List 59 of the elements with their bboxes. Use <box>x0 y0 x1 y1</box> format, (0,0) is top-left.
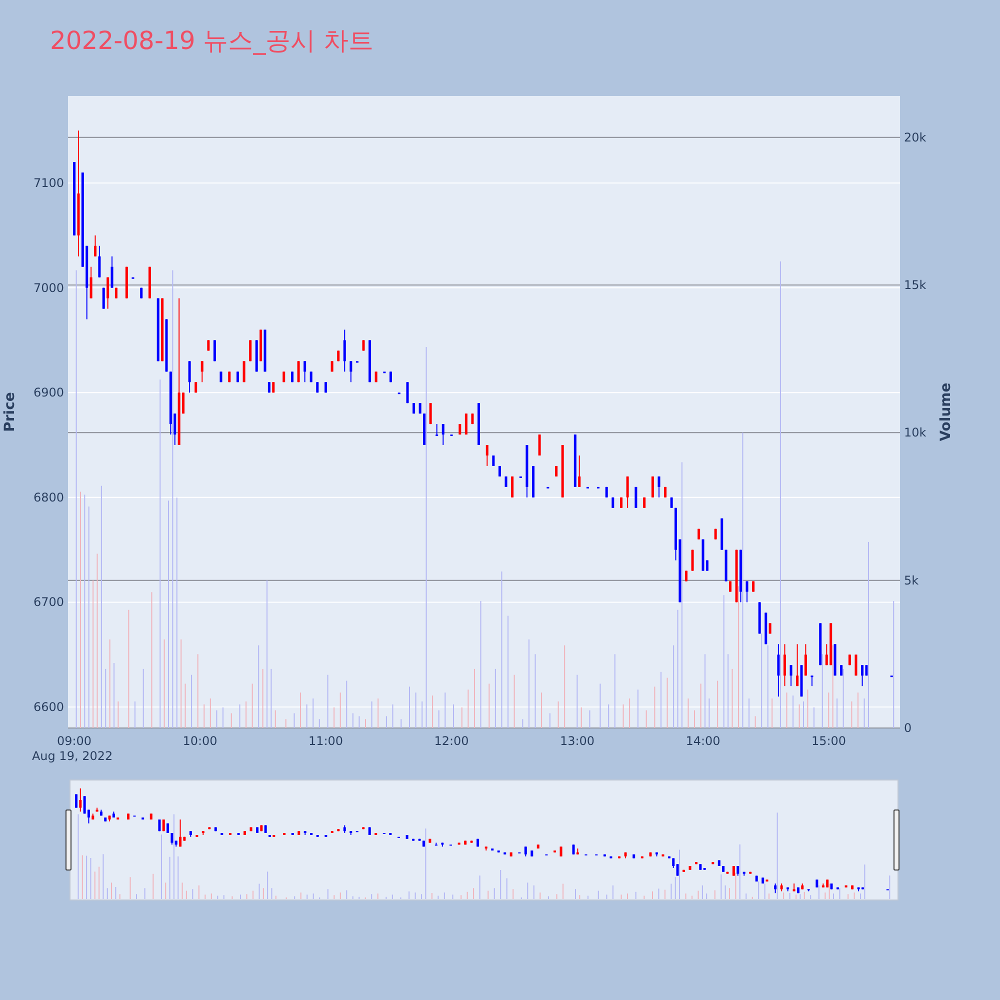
candlestick <box>90 266 92 299</box>
candlestick <box>350 360 352 383</box>
candlestick <box>249 340 252 362</box>
candlestick <box>486 444 488 466</box>
y-tick-label: 6800 <box>33 490 64 504</box>
candlestick <box>110 256 114 288</box>
candlestick <box>106 276 110 310</box>
candlestick <box>810 675 814 687</box>
candlestick <box>200 360 204 383</box>
y2-axis-title: Volume <box>938 382 954 442</box>
candlestick <box>783 644 786 687</box>
x-tick-label: 09:00 Aug 19, 2022 <box>32 734 113 763</box>
x-tick-label: 10:00 <box>182 734 218 748</box>
candlestick <box>442 424 444 446</box>
y-tick-label: 6700 <box>33 595 64 610</box>
x-tick-label: 14:00 <box>686 734 720 748</box>
y2-tick-label: 15k <box>904 278 926 292</box>
candlestick <box>658 476 660 498</box>
candlestick <box>746 580 748 603</box>
chart-title: 2022-08-19 뉴스_공시 차트 <box>50 26 374 55</box>
candlestick <box>538 434 541 456</box>
x-tick-label: 15:00 <box>811 734 846 748</box>
y-tick-label: 6900 <box>33 386 64 400</box>
candlestick <box>796 644 799 687</box>
candlestick <box>436 424 438 436</box>
candlestick <box>98 245 101 278</box>
y2-tick-label: 20k <box>904 130 926 144</box>
candlestick <box>626 476 629 508</box>
candlestick <box>861 664 864 687</box>
y2-tick-label: 5k <box>904 573 919 588</box>
candlestick <box>406 382 409 404</box>
candlestick <box>691 549 694 572</box>
candlestick <box>651 476 654 498</box>
y-axis-title: Price <box>2 392 18 432</box>
x-tick-label: 13:00 <box>560 734 595 748</box>
y2-tick-label: 0 <box>904 721 912 735</box>
candlestick <box>777 644 780 698</box>
candlestick <box>790 664 792 687</box>
candlestick <box>188 360 191 394</box>
candlestick <box>854 654 858 676</box>
candlestick <box>297 360 300 383</box>
candlestick <box>429 402 432 425</box>
candlestick <box>102 287 105 310</box>
candlestick <box>94 234 96 257</box>
candlestick <box>213 340 216 362</box>
y-tick-label: 7000 <box>33 280 64 295</box>
candlestick <box>304 360 306 383</box>
y2-tick-label: 10k <box>904 426 926 440</box>
y-tick-label: 6600 <box>33 700 64 714</box>
x-tick-label: 12:00 <box>434 734 469 748</box>
candlestick <box>511 476 514 498</box>
candlestick <box>242 360 246 383</box>
candlestick <box>343 329 346 372</box>
candlestick <box>634 486 638 508</box>
candlestick <box>578 454 581 488</box>
candlestick <box>804 644 807 676</box>
candlestick <box>464 413 468 436</box>
y-tick-label: 7100 <box>33 176 64 190</box>
x-tick-label: 11:00 <box>308 734 344 748</box>
